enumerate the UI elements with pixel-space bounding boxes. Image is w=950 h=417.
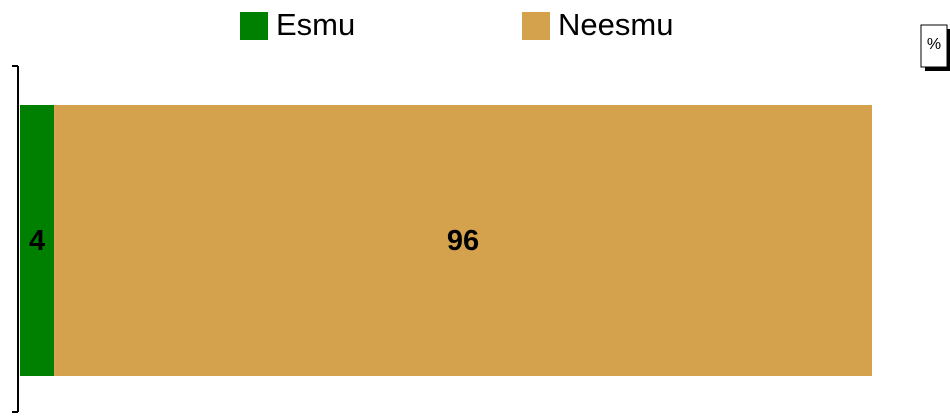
legend-swatch <box>522 12 550 40</box>
bar-segment <box>20 105 55 376</box>
legend-swatch <box>240 12 268 40</box>
unit-label: % <box>927 36 941 53</box>
data-label: 4 <box>29 225 45 257</box>
unit-box <box>920 24 948 68</box>
legend-label: Esmu <box>276 7 355 42</box>
legend-label: Neesmu <box>558 7 673 42</box>
bar-segment <box>54 105 872 376</box>
data-label: 96 <box>447 225 479 257</box>
